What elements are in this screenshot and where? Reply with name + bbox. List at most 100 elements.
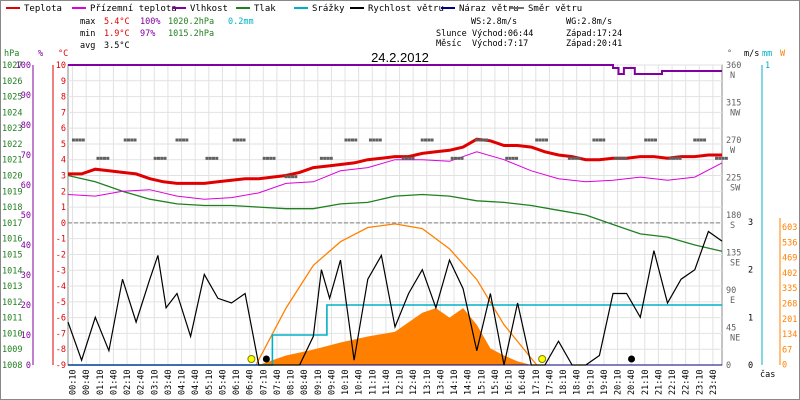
wind-direction-point [185, 138, 189, 142]
wind-direction-point [592, 138, 596, 142]
x-tick-label: 09:10 [314, 369, 324, 395]
x-tick-label: 22:10 [668, 369, 678, 395]
legend-item: Směr větru [528, 4, 582, 14]
dir-tick: 45 [726, 324, 736, 334]
dir-card-tick: W [730, 146, 736, 156]
w-tick: 67 [782, 345, 792, 355]
wind-direction-point [614, 156, 618, 160]
grid [32, 64, 781, 366]
x-tick-label: 10:40 [355, 369, 365, 395]
wind-direction-point [696, 138, 700, 142]
wind-direction-point [212, 156, 216, 160]
pressure-line [67, 174, 723, 252]
legend-item: Teplota [24, 4, 62, 14]
wind-direction-point [205, 156, 209, 160]
hpa-tick: 1009 [2, 345, 22, 355]
wind-speed-line [67, 230, 723, 366]
pct-tick: 20 [21, 301, 31, 311]
x-tick-label: 09:40 [327, 369, 337, 395]
wind-direction-point [284, 175, 288, 179]
pct-tick: 50 [21, 211, 31, 221]
pct-tick: 60 [21, 181, 31, 191]
plot-area [67, 64, 723, 366]
wind-direction-point [75, 138, 79, 142]
stat-max-press: 1020.2hPa [168, 17, 214, 27]
dir-tick: 360 [726, 61, 741, 71]
hpa-tick: 1026 [2, 77, 22, 87]
x-tick-label: 02:10 [123, 369, 133, 395]
x-tick-label: 10:10 [341, 369, 351, 395]
x-tick-label: 12:10 [396, 369, 406, 395]
hpa-tick: 1015 [2, 250, 22, 260]
x-tick-label: 00:10 [69, 369, 79, 395]
wind-direction-point [595, 138, 599, 142]
wind-direction-point [567, 156, 571, 160]
wind-direction-point [541, 138, 545, 142]
pct-tick: 90 [21, 91, 31, 101]
pct-tick: 10 [21, 331, 31, 341]
stat-min-press: 1015.2hPa [168, 29, 214, 39]
wind-direction-point [457, 156, 461, 160]
dir-card-tick: E [730, 296, 735, 306]
wind-direction-point [103, 156, 107, 160]
wind-direction-point [693, 138, 697, 142]
x-tick-label: 07:10 [259, 369, 269, 395]
hpa-tick: 1020 [2, 172, 22, 182]
wind-direction-point [430, 138, 434, 142]
wind-direction-point [326, 156, 330, 160]
wind-direction-point [178, 138, 182, 142]
wind-direction-point [269, 156, 273, 160]
hpa-tick: 1011 [2, 314, 22, 324]
wind-direction-point [265, 156, 269, 160]
wind-direction-point [408, 156, 412, 160]
x-tick-label: 20:10 [614, 369, 624, 395]
humidity-line [68, 64, 722, 75]
ms-tick: 2 [748, 266, 753, 276]
axis-hpa-label: hPa [4, 49, 19, 59]
dir-tick: 270 [726, 136, 741, 146]
wind-direction-point [478, 138, 482, 142]
x-tick-label: 19:40 [600, 369, 610, 395]
wind-direction-point [598, 138, 602, 142]
legend: Teplota Přízemní teplota Vlhkost Tlak Srážky… [6, 4, 582, 14]
legend-item: Přízemní teplota [90, 4, 177, 14]
wind-direction-point [675, 156, 679, 160]
wind-direction-point [291, 175, 295, 179]
wind-direction-point [427, 138, 431, 142]
wind-direction-point [344, 138, 348, 142]
x-tick-label: 01:10 [96, 369, 106, 395]
moonset-marker [628, 355, 636, 363]
wind-direction-point [515, 156, 519, 160]
c-tick: 5 [61, 140, 66, 150]
wind-direction-point [130, 138, 134, 142]
hpa-tick: 1017 [2, 219, 22, 229]
dir-tick: 225 [726, 174, 741, 184]
axis-c-label: °C [58, 49, 68, 59]
wind-direction-point [511, 156, 515, 160]
legend-item: Srážky [312, 4, 345, 14]
wind-direction-point [411, 156, 415, 160]
stat-avg-temp: 3.5°C [104, 41, 130, 51]
wind-direction-point [160, 156, 164, 160]
wind-direction-point [378, 138, 382, 142]
ground-temp-line [67, 151, 723, 200]
x-tick-label: 13:40 [436, 369, 446, 395]
pct-tick: 80 [21, 121, 31, 131]
x-tick-label: 07:40 [273, 369, 283, 395]
wind-direction-point [699, 138, 703, 142]
w-tick: 201 [782, 315, 797, 325]
x-tick-label: 14:10 [450, 369, 460, 395]
wind-direction-point [347, 138, 351, 142]
hpa-tick: 1008 [2, 361, 22, 371]
stat-max-label: max [80, 17, 95, 27]
x-tick-label: 04:10 [178, 369, 188, 395]
x-tick-label: 01:40 [109, 369, 119, 395]
hpa-tick: 1025 [2, 93, 22, 103]
dir-card-tick: SE [730, 259, 740, 269]
wind-direction-point [647, 138, 651, 142]
wind-direction-point [153, 156, 157, 160]
hpa-tick: 1010 [2, 329, 22, 339]
c-tick: 4 [61, 156, 66, 166]
sunset-marker [538, 355, 547, 363]
dir-card-tick: NE [730, 334, 740, 344]
